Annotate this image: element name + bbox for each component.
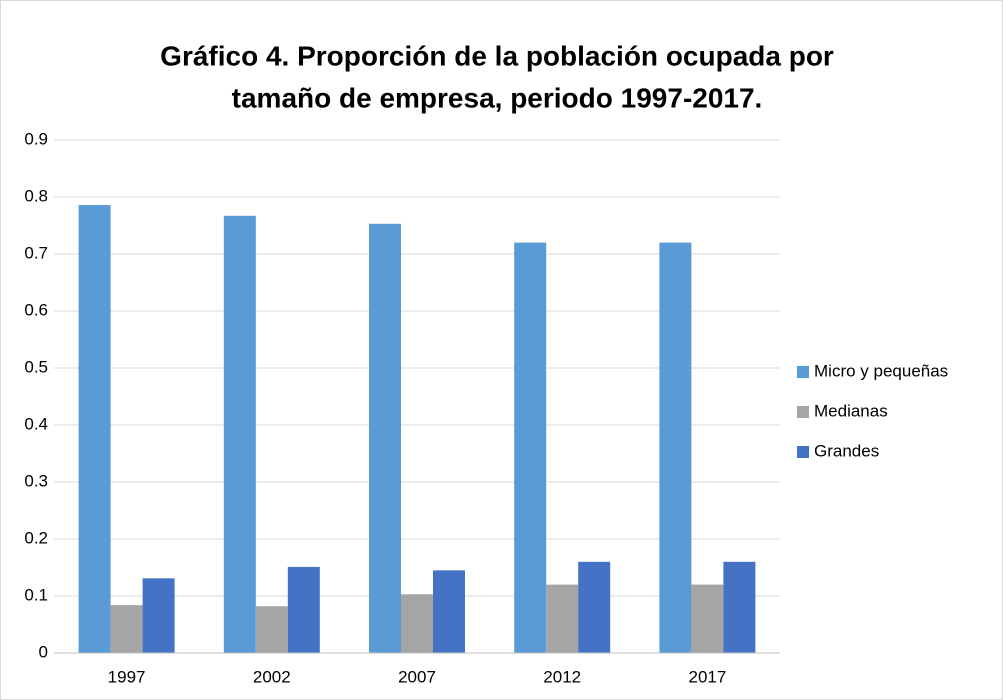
- bar: [546, 584, 579, 653]
- bar: [723, 561, 756, 653]
- bar: [433, 570, 465, 653]
- y-tick-label: 0.5: [24, 357, 48, 376]
- bar: [110, 605, 143, 653]
- y-tick-label: 0.4: [24, 414, 48, 433]
- bar: [369, 223, 401, 654]
- bar: [223, 215, 256, 653]
- bar: [578, 561, 611, 653]
- legend-swatch: [797, 406, 809, 418]
- y-tick-label: 0.2: [24, 528, 48, 547]
- legend-label: Grandes: [814, 441, 879, 460]
- x-tick-label: 2012: [543, 667, 581, 686]
- bar: [691, 584, 724, 653]
- x-tick-label: 2017: [688, 667, 726, 686]
- bar: [514, 242, 547, 653]
- bar: [255, 606, 288, 653]
- y-tick-label: 0.6: [24, 300, 48, 319]
- x-tick-label: 2007: [398, 667, 436, 686]
- legend-label: Micro y pequeñas: [814, 361, 948, 380]
- bar: [287, 566, 320, 653]
- y-tick-label: 0.8: [24, 186, 48, 205]
- y-tick-label: 0.1: [24, 585, 48, 604]
- y-tick-label: 0.9: [24, 129, 48, 148]
- legend-swatch: [797, 366, 809, 378]
- legend-swatch: [797, 446, 809, 458]
- bar: [142, 578, 175, 653]
- y-tick-label: 0.7: [24, 243, 48, 262]
- y-tick-label: 0: [39, 642, 48, 661]
- x-tick-label: 2002: [253, 667, 291, 686]
- chart-title: tamaño de empresa, periodo 1997-2017.: [232, 82, 763, 113]
- bar: [401, 594, 433, 653]
- legend-label: Medianas: [814, 401, 888, 420]
- chart-title: Gráfico 4. Proporción de la población oc…: [160, 40, 834, 71]
- bar: [659, 242, 692, 653]
- bar: [78, 204, 111, 654]
- x-tick-label: 1997: [108, 667, 146, 686]
- y-tick-label: 0.3: [24, 471, 48, 490]
